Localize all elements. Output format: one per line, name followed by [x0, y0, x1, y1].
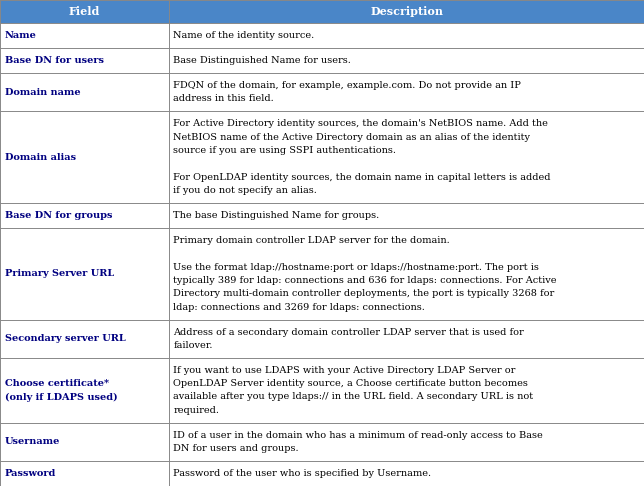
- Text: DN for users and groups.: DN for users and groups.: [173, 444, 299, 453]
- Text: Primary domain controller LDAP server for the domain.: Primary domain controller LDAP server fo…: [173, 236, 450, 245]
- Text: source if you are using SSPI authentications.: source if you are using SSPI authenticat…: [173, 146, 396, 155]
- Text: failover.: failover.: [173, 341, 213, 350]
- Text: Secondary server URL: Secondary server URL: [5, 334, 126, 343]
- Text: typically 389 for ldap: connections and 636 for ldaps: connections. For Active: typically 389 for ldap: connections and …: [173, 276, 557, 285]
- Text: NetBIOS name of the Active Directory domain as an alias of the identity: NetBIOS name of the Active Directory dom…: [173, 133, 531, 141]
- Text: Base Distinguished Name for users.: Base Distinguished Name for users.: [173, 56, 351, 65]
- Text: Choose certificate*: Choose certificate*: [5, 379, 109, 388]
- Text: ID of a user in the domain who has a minimum of read-only access to Base: ID of a user in the domain who has a min…: [173, 431, 543, 440]
- Text: Base DN for groups: Base DN for groups: [5, 211, 113, 220]
- Text: The base Distinguished Name for groups.: The base Distinguished Name for groups.: [173, 211, 379, 220]
- Text: Username: Username: [5, 437, 61, 447]
- Text: Name: Name: [5, 31, 37, 40]
- Bar: [0, 203, 644, 228]
- Bar: [0, 358, 644, 423]
- Text: Name of the identity source.: Name of the identity source.: [173, 31, 315, 40]
- Text: Domain alias: Domain alias: [5, 153, 76, 162]
- Text: Description: Description: [370, 6, 443, 17]
- Text: available after you type ldaps:// in the URL field. A secondary URL is not: available after you type ldaps:// in the…: [173, 393, 533, 401]
- Text: Address of a secondary domain controller LDAP server that is used for: Address of a secondary domain controller…: [173, 328, 524, 336]
- Bar: [0, 423, 644, 461]
- Text: For OpenLDAP identity sources, the domain name in capital letters is added: For OpenLDAP identity sources, the domai…: [173, 173, 551, 182]
- Bar: [0, 320, 644, 358]
- Text: OpenLDAP Server identity source, a Choose certificate button becomes: OpenLDAP Server identity source, a Choos…: [173, 379, 528, 388]
- Text: Use the format ldap://hostname:port or ldaps://hostname:port. The port is: Use the format ldap://hostname:port or l…: [173, 262, 539, 272]
- Text: If you want to use LDAPS with your Active Directory LDAP Server or: If you want to use LDAPS with your Activ…: [173, 366, 516, 375]
- Text: Domain name: Domain name: [5, 87, 80, 97]
- Text: Password of the user who is specified by Username.: Password of the user who is specified by…: [173, 469, 431, 478]
- Text: Directory multi-domain controller deployments, the port is typically 3268 for: Directory multi-domain controller deploy…: [173, 289, 554, 298]
- Text: address in this field.: address in this field.: [173, 94, 274, 104]
- Text: ldap: connections and 3269 for ldaps: connections.: ldap: connections and 3269 for ldaps: co…: [173, 303, 425, 312]
- Bar: [0, 23, 644, 48]
- Bar: [0, 111, 644, 203]
- Bar: [0, 0, 644, 23]
- Text: (only if LDAPS used): (only if LDAPS used): [5, 392, 118, 401]
- Bar: [0, 48, 644, 73]
- Text: required.: required.: [173, 406, 220, 415]
- Text: if you do not specify an alias.: if you do not specify an alias.: [173, 186, 317, 195]
- Text: Password: Password: [5, 469, 57, 478]
- Bar: [0, 73, 644, 111]
- Text: Base DN for users: Base DN for users: [5, 56, 104, 65]
- Bar: [0, 461, 644, 486]
- Text: For Active Directory identity sources, the domain's NetBIOS name. Add the: For Active Directory identity sources, t…: [173, 120, 548, 128]
- Bar: [0, 228, 644, 320]
- Text: FDQN of the domain, for example, example.com. Do not provide an IP: FDQN of the domain, for example, example…: [173, 81, 521, 90]
- Text: Primary Server URL: Primary Server URL: [5, 269, 114, 278]
- Text: Field: Field: [69, 6, 100, 17]
